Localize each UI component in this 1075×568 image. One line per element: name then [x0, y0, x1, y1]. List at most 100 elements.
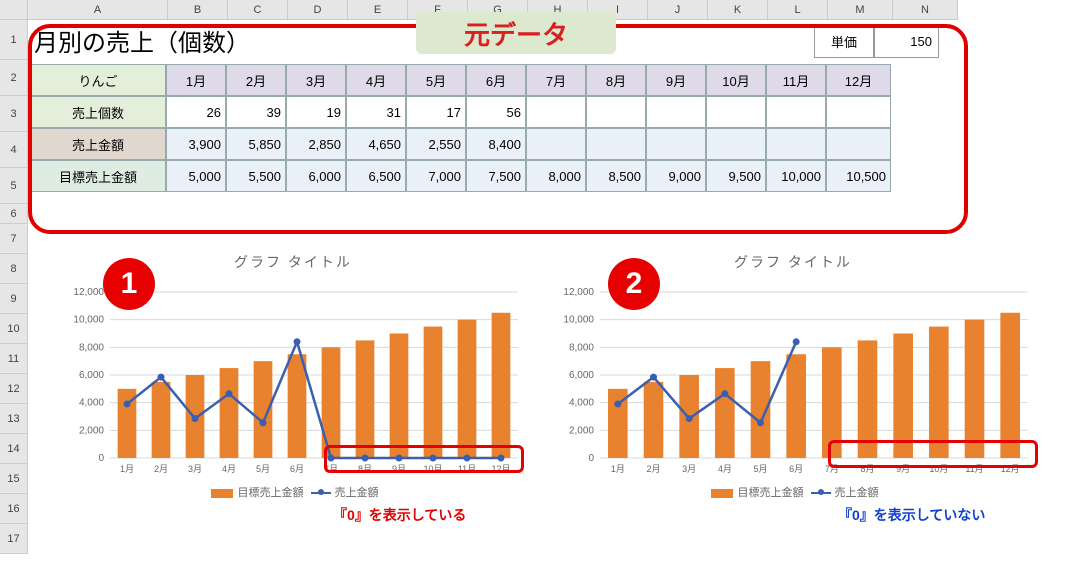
table-cell[interactable] — [766, 96, 826, 128]
row-header-8[interactable]: 8 — [0, 254, 28, 284]
table-cell[interactable]: 9,000 — [646, 160, 706, 192]
table-cell[interactable]: 9,500 — [706, 160, 766, 192]
table-cell[interactable]: 6,500 — [346, 160, 406, 192]
svg-text:12月: 12月 — [1001, 464, 1020, 474]
table-cell[interactable]: 7,500 — [466, 160, 526, 192]
col-header-a[interactable]: A — [28, 0, 168, 19]
row-header-15[interactable]: 15 — [0, 464, 28, 494]
chart-2[interactable]: 2 グラフ タイトル 02,0004,0006,0008,00010,00012… — [548, 250, 1038, 500]
table-cell[interactable] — [526, 96, 586, 128]
table-cell[interactable]: 10,000 — [766, 160, 826, 192]
table-cell[interactable]: 8,500 — [586, 160, 646, 192]
table-cell[interactable]: 9月 — [646, 64, 706, 96]
svg-text:8,000: 8,000 — [79, 342, 104, 353]
table-cell[interactable]: 目標売上金額 — [30, 160, 166, 192]
svg-text:1月: 1月 — [120, 464, 134, 474]
table-cell[interactable] — [706, 128, 766, 160]
svg-text:6月: 6月 — [290, 464, 304, 474]
col-header-m[interactable]: M — [828, 0, 893, 19]
table-cell[interactable]: 19 — [286, 96, 346, 128]
svg-text:11月: 11月 — [965, 464, 983, 474]
table-cell[interactable]: 3,900 — [166, 128, 226, 160]
table-cell[interactable]: 10月 — [706, 64, 766, 96]
row-header-12[interactable]: 12 — [0, 374, 28, 404]
table-cell[interactable]: 4月 — [346, 64, 406, 96]
col-header-l[interactable]: L — [768, 0, 828, 19]
row-header-2[interactable]: 2 — [0, 60, 28, 96]
row-header-9[interactable]: 9 — [0, 284, 28, 314]
row-header-10[interactable]: 10 — [0, 314, 28, 344]
chart-1-badge: 1 — [103, 258, 155, 310]
table-cell[interactable]: 7,000 — [406, 160, 466, 192]
table-cell[interactable] — [646, 96, 706, 128]
svg-text:5月: 5月 — [256, 464, 270, 474]
col-header-c[interactable]: C — [228, 0, 288, 19]
table-cell[interactable]: 7月 — [526, 64, 586, 96]
row-header-4[interactable]: 4 — [0, 132, 28, 168]
col-header-e[interactable]: E — [348, 0, 408, 19]
legend-bar-swatch — [711, 489, 733, 498]
svg-text:10月: 10月 — [423, 464, 442, 474]
table-cell[interactable]: 売上金額 — [30, 128, 166, 160]
table-cell[interactable]: りんご — [30, 64, 166, 96]
row-header-11[interactable]: 11 — [0, 344, 28, 374]
col-header-d[interactable]: D — [288, 0, 348, 19]
table-cell[interactable]: 26 — [166, 96, 226, 128]
table-cell[interactable]: 11月 — [766, 64, 826, 96]
table-cell[interactable] — [646, 128, 706, 160]
row-header-6[interactable]: 6 — [0, 204, 28, 224]
svg-text:4月: 4月 — [718, 464, 732, 474]
col-header-b[interactable]: B — [168, 0, 228, 19]
table-cell[interactable] — [826, 128, 891, 160]
table-cell[interactable]: 8月 — [586, 64, 646, 96]
table-cell[interactable]: 5,000 — [166, 160, 226, 192]
row-header-13[interactable]: 13 — [0, 404, 28, 434]
table-cell[interactable]: 56 — [466, 96, 526, 128]
svg-text:4,000: 4,000 — [569, 398, 594, 409]
unit-price-label[interactable]: 単価 — [814, 24, 874, 58]
chart-2-legend: 目標売上金額 売上金額 — [548, 484, 1038, 500]
source-data-badge: 元データ — [416, 12, 616, 54]
table-cell[interactable]: 8,000 — [526, 160, 586, 192]
table-cell[interactable]: 4,650 — [346, 128, 406, 160]
svg-text:6月: 6月 — [789, 464, 803, 474]
table-cell[interactable]: 12月 — [826, 64, 891, 96]
table-cell[interactable] — [706, 96, 766, 128]
table-cell[interactable]: 2,850 — [286, 128, 346, 160]
col-header-k[interactable]: K — [708, 0, 768, 19]
row-header-16[interactable]: 16 — [0, 494, 28, 524]
row-header-5[interactable]: 5 — [0, 168, 28, 204]
table-cell[interactable] — [586, 128, 646, 160]
table-cell[interactable] — [766, 128, 826, 160]
row-header-1[interactable]: 1 — [0, 20, 28, 60]
table-cell[interactable]: 2月 — [226, 64, 286, 96]
table-cell[interactable]: 39 — [226, 96, 286, 128]
table-cell[interactable]: 売上個数 — [30, 96, 166, 128]
table-cell[interactable]: 5,500 — [226, 160, 286, 192]
table-cell[interactable]: 5月 — [406, 64, 466, 96]
table-cell[interactable]: 6,000 — [286, 160, 346, 192]
table-cell[interactable]: 6月 — [466, 64, 526, 96]
table-cell[interactable]: 1月 — [166, 64, 226, 96]
svg-text:3月: 3月 — [682, 464, 696, 474]
table-cell[interactable]: 17 — [406, 96, 466, 128]
table-cell[interactable]: 10,500 — [826, 160, 891, 192]
col-header-n[interactable]: N — [893, 0, 958, 19]
row-header-3[interactable]: 3 — [0, 96, 28, 132]
row-header-17[interactable]: 17 — [0, 524, 28, 554]
table-cell[interactable]: 3月 — [286, 64, 346, 96]
legend-bar-swatch — [211, 489, 233, 498]
unit-price-value[interactable]: 150 — [874, 24, 939, 58]
table-cell[interactable] — [586, 96, 646, 128]
row-header-7[interactable]: 7 — [0, 224, 28, 254]
table-cell[interactable] — [526, 128, 586, 160]
table-cell[interactable]: 2,550 — [406, 128, 466, 160]
select-all-corner[interactable] — [0, 0, 28, 19]
table-cell[interactable]: 5,850 — [226, 128, 286, 160]
col-header-j[interactable]: J — [648, 0, 708, 19]
table-cell[interactable]: 8,400 — [466, 128, 526, 160]
table-cell[interactable] — [826, 96, 891, 128]
chart-1[interactable]: 1 グラフ タイトル 02,0004,0006,0008,00010,00012… — [58, 250, 528, 500]
row-header-14[interactable]: 14 — [0, 434, 28, 464]
table-cell[interactable]: 31 — [346, 96, 406, 128]
